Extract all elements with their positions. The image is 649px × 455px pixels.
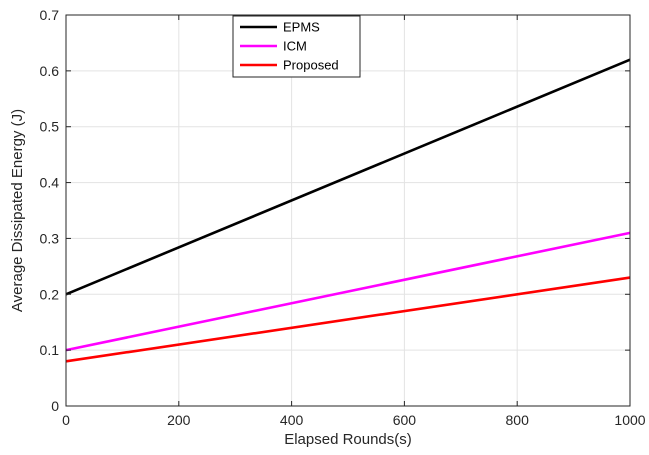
y-tick-label: 0.1 <box>40 342 60 358</box>
series-line-epms <box>65 58 631 296</box>
y-axis-title: Average Dissipated Energy (J) <box>9 109 26 312</box>
legend-label-proposed: Proposed <box>283 58 339 73</box>
legend-label-icm: ICM <box>283 39 307 54</box>
plot-frame <box>65 14 631 407</box>
y-tick-label: 0.4 <box>40 175 60 191</box>
x-tick-label: 600 <box>393 412 417 428</box>
y-tick-label: 0.5 <box>40 119 60 135</box>
x-axis-title: Elapsed Rounds(s) <box>284 431 412 448</box>
x-tick-label: 200 <box>167 412 191 428</box>
series-line-proposed <box>65 276 631 363</box>
y-tick-label: 0.6 <box>40 63 60 79</box>
y-tick-label: 0.7 <box>40 7 60 23</box>
y-tick-label: 0 <box>51 398 59 414</box>
series-line-icm <box>65 231 631 352</box>
y-tick-label: 0.3 <box>40 230 60 246</box>
x-tick-label: 0 <box>62 412 70 428</box>
legend-label-epms: EPMS <box>283 20 320 35</box>
y-tick-label: 0.2 <box>40 286 60 302</box>
x-tick-label: 400 <box>280 412 304 428</box>
series-lines <box>65 58 631 363</box>
x-tick-label: 1000 <box>614 412 645 428</box>
legend: EPMS ICM Proposed <box>232 15 361 78</box>
x-tick-label: 800 <box>506 412 530 428</box>
